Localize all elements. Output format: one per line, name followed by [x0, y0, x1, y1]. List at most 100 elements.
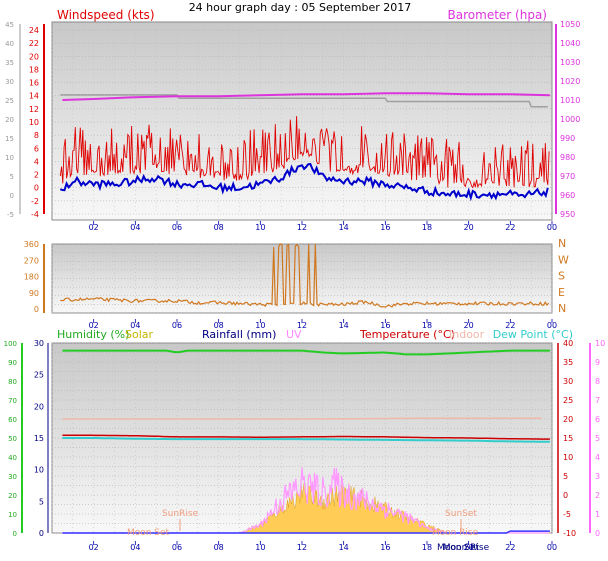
moonset-label-bottom: Moon Set — [437, 543, 480, 553]
uv-tick-label: 5 — [595, 434, 600, 443]
temperature-tick-label: -10 — [563, 529, 576, 538]
wind-x-tick-label: 10 — [255, 223, 265, 232]
legend-indoor: Indoor — [449, 328, 485, 341]
legend-humidity: Humidity (%) — [57, 328, 129, 341]
wind-x-tick-label: 22 — [505, 223, 515, 232]
windspeed-average-line — [59, 162, 549, 202]
env-x-tick-label: 08 — [214, 543, 224, 552]
windspeed-tick-label: 16 — [29, 79, 39, 88]
uv-tick-label: 7 — [595, 396, 600, 405]
moonrise-label: Moon Rise — [443, 543, 490, 553]
windspeed-tick-label: 8 — [34, 131, 39, 140]
gust-tick-label: 15 — [5, 135, 14, 143]
wind-x-tick-label: 12 — [297, 223, 307, 232]
rainfall-tick-label: 0 — [39, 529, 44, 538]
uv-tick-label: 1 — [595, 510, 600, 519]
dir-x-tick-label: 20 — [464, 321, 474, 330]
humidity-tick-label: 20 — [8, 492, 17, 500]
uv-tick-label: 0 — [595, 529, 600, 538]
uv-tick-label: 4 — [595, 453, 600, 462]
legend-uv: UV — [286, 328, 302, 341]
rainfall-tick-label: 15 — [34, 434, 44, 443]
compass-tick-label: S — [558, 270, 565, 283]
gust-series-line — [60, 94, 548, 108]
chart-title: 24 hour graph day : 05 September 2017 — [189, 1, 412, 14]
dir-x-tick-label: 18 — [422, 321, 432, 330]
wind-x-tick-label: 14 — [339, 223, 349, 232]
rainfall-tick-label: 25 — [34, 371, 44, 380]
temperature-tick-label: 40 — [563, 339, 573, 348]
windspeed-tick-label: -2 — [31, 197, 39, 206]
windspeed-tick-label: 18 — [29, 65, 39, 74]
windspeed-tick-label: 22 — [29, 39, 39, 48]
uv-tick-label: 6 — [595, 415, 600, 424]
temperature-tick-label: -5 — [563, 510, 571, 519]
barometer-tick-label: 970 — [560, 172, 575, 181]
temperature-series-line — [62, 434, 550, 440]
wind-direction-series-line — [60, 243, 550, 308]
legend-solar: Solar — [125, 328, 154, 341]
windspeed-tick-label: 24 — [29, 26, 39, 35]
wind-panel-grid — [51, 29, 553, 215]
dir-x-tick-label: 10 — [255, 321, 265, 330]
dir-x-tick-label: 14 — [339, 321, 349, 330]
humidity-tick-label: 10 — [8, 511, 17, 519]
humidity-tick-label: 100 — [4, 340, 17, 348]
barometer-tick-label: 1010 — [560, 96, 580, 105]
humidity-tick-label: 0 — [13, 530, 17, 538]
indoor-series-line — [62, 417, 542, 420]
dir-x-tick-label: 16 — [380, 321, 390, 330]
uv-tick-label: 10 — [595, 339, 605, 348]
wind-x-tick-label: 18 — [422, 223, 432, 232]
moonset-label-top: Moon Set — [127, 528, 170, 538]
temperature-tick-label: 15 — [563, 434, 573, 443]
windspeed-tick-label: 12 — [29, 105, 39, 114]
env-panel-ticks: 1009080706050403020100302520151050403530… — [4, 339, 606, 552]
barometer-tick-label: 980 — [560, 153, 575, 162]
compass-tick-label: E — [558, 286, 565, 299]
uv-tick-label: 2 — [595, 491, 600, 500]
env-x-tick-label: 04 — [130, 543, 140, 552]
barometer-label: Barometer (hpa) — [448, 8, 547, 22]
dewpoint-series-line — [62, 437, 550, 443]
direction-tick-label: 0 — [34, 305, 39, 314]
windspeed-label: Windspeed (kts) — [57, 8, 155, 22]
wind-x-tick-label: 02 — [89, 223, 99, 232]
env-x-tick-label: 02 — [89, 543, 99, 552]
direction-panel-series — [60, 243, 550, 308]
dir-x-tick-label: 02 — [89, 321, 99, 330]
gust-tick-label: 10 — [5, 154, 14, 162]
gust-tick-label: 30 — [5, 78, 14, 86]
wind-panel-ticks: 242220181614121086420-2-4454035302520151… — [5, 20, 580, 232]
dir-x-tick-label: 00 — [547, 321, 557, 330]
rainfall-series-line — [62, 530, 550, 534]
barometer-tick-label: 950 — [560, 210, 575, 219]
windspeed-tick-label: 14 — [29, 92, 39, 101]
sunset-label: SunSet — [445, 509, 477, 519]
direction-tick-label: 270 — [24, 256, 39, 265]
windspeed-tick-label: 10 — [29, 118, 39, 127]
compass-tick-label: W — [558, 253, 569, 266]
gust-tick-label: 25 — [5, 97, 14, 105]
env-x-tick-label: 18 — [422, 543, 432, 552]
env-x-tick-label: 20 — [464, 543, 474, 552]
env-x-tick-label: 10 — [255, 543, 265, 552]
moonrise-label-top: Moon Rise — [432, 528, 479, 538]
temperature-tick-label: 35 — [563, 358, 573, 367]
uv-tick-label: 8 — [595, 377, 600, 386]
sunrise-label: SunRise — [162, 509, 199, 519]
gust-tick-label: 45 — [5, 21, 14, 29]
humidity-tick-label: 80 — [8, 378, 17, 386]
wind-panel-series — [59, 92, 550, 202]
humidity-tick-label: 30 — [8, 473, 17, 481]
compass-tick-label: N — [558, 237, 566, 250]
rainfall-tick-label: 30 — [34, 339, 44, 348]
gust-tick-label: -5 — [7, 211, 14, 219]
gust-tick-label: 5 — [10, 173, 14, 181]
env-x-tick-label: 22 — [505, 543, 515, 552]
dir-x-tick-label: 04 — [130, 321, 140, 330]
uv-tick-label: 9 — [595, 358, 600, 367]
